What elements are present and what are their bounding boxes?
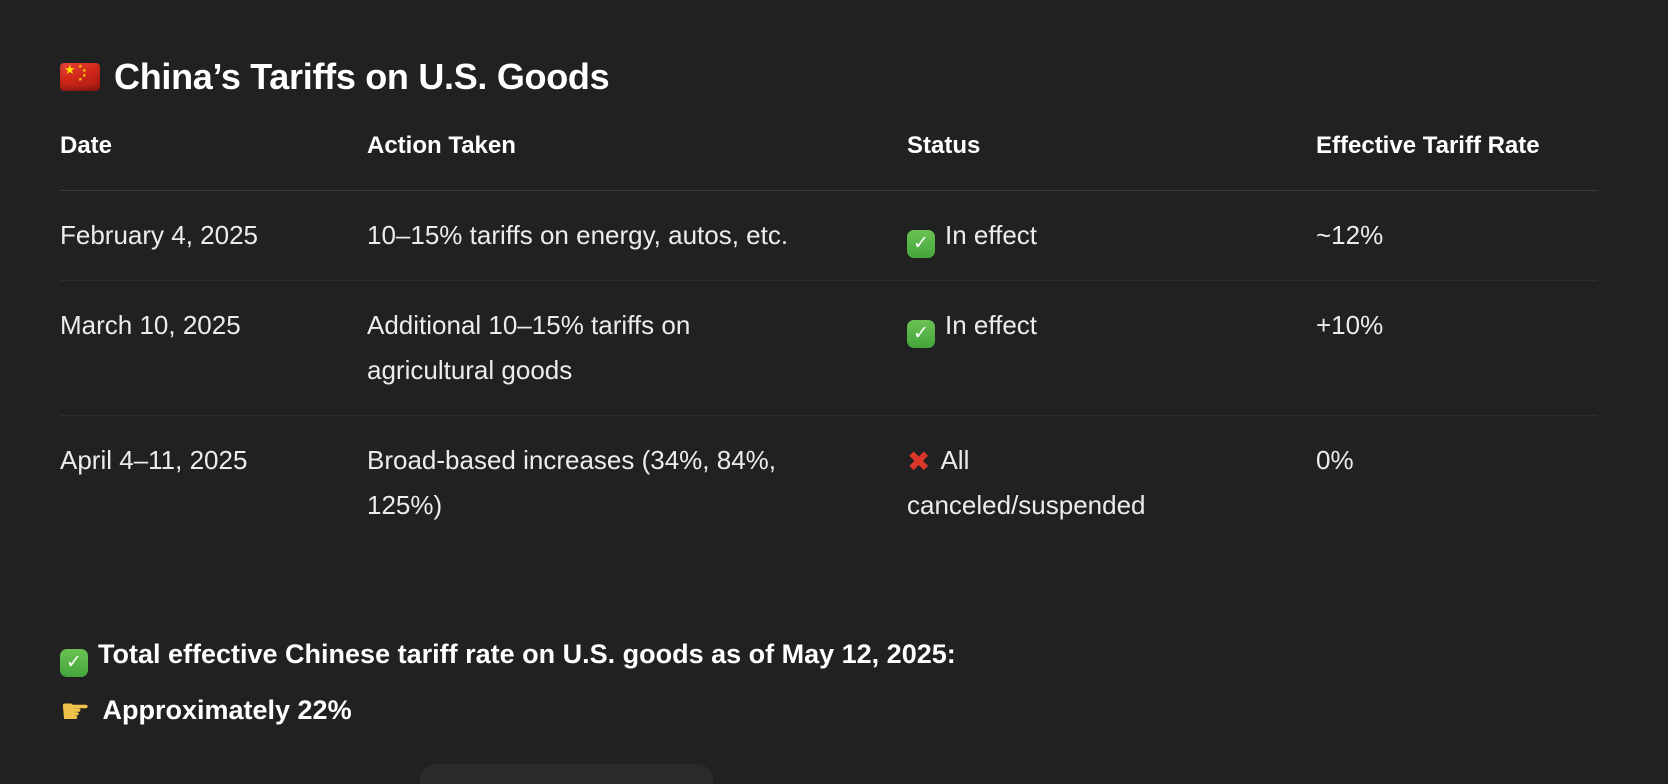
table-row: March 10, 2025 Additional 10–15% tariffs… (60, 281, 1597, 416)
check-mark-icon: ✓ (907, 319, 935, 348)
table-header-row: Date Action Taken Status Effective Tarif… (60, 98, 1597, 191)
status-text: In effect (945, 310, 1038, 340)
row-action: Broad-based increases (34%, 84%, 125%) (367, 445, 777, 520)
table-row: February 4, 2025 10–15% tariffs on energ… (60, 191, 1597, 281)
summary-line-total: ✓ Total effective Chinese tariff rate on … (60, 626, 1597, 682)
composer-fragment[interactable] (420, 764, 713, 784)
pointing-right-icon: ☛ (60, 692, 91, 732)
row-rate: +10% (1316, 310, 1384, 340)
row-date: March 10, 2025 (60, 310, 241, 340)
row-status: ✓ In effect (907, 213, 1316, 258)
china-flag-icon: ★ ★ ★ ★ ★ (60, 63, 100, 91)
header-effective-tariff-rate: Effective Tariff Rate (1316, 132, 1540, 159)
flag-star-icon: ★ (64, 63, 76, 78)
status-text: In effect (945, 220, 1038, 250)
row-action: Additional 10–15% tariffs on agricultura… (367, 310, 691, 385)
summary-value: Approximately 22% (102, 695, 352, 725)
flag-star-icon: ★ (82, 73, 87, 79)
summary-text: Total effective Chinese tariff rate on U… (98, 639, 956, 669)
row-action: 10–15% tariffs on energy, autos, etc. (367, 220, 789, 250)
title-row: ★ ★ ★ ★ ★ China’s Tariffs on U.S. Goods (60, 56, 1597, 98)
check-mark-icon: ✓ (907, 229, 935, 258)
flag-star-icon: ★ (78, 77, 83, 83)
flag-star-icon: ★ (78, 64, 83, 70)
summary-line-rate: ☛ Approximately 22% (60, 682, 1597, 738)
check-mark-icon: ✓ (60, 648, 88, 677)
tariff-table: Date Action Taken Status Effective Tarif… (60, 98, 1597, 550)
row-status: ✖ All canceled/suspended (907, 438, 1316, 528)
row-status: ✓ In effect (907, 303, 1316, 393)
header-date: Date (60, 132, 113, 159)
row-rate: ~12% (1316, 220, 1384, 250)
header-status: Status (907, 132, 981, 159)
header-action-taken: Action Taken (367, 132, 516, 159)
message-content: ★ ★ ★ ★ ★ China’s Tariffs on U.S. Goods … (60, 0, 1597, 738)
cross-mark-icon: ✖ (907, 445, 931, 478)
row-rate: 0% (1316, 445, 1354, 475)
summary-block: ✓ Total effective Chinese tariff rate on … (60, 626, 1597, 738)
row-date: February 4, 2025 (60, 220, 259, 250)
status-text: All canceled/suspended (907, 445, 1146, 520)
page-title: China’s Tariffs on U.S. Goods (114, 56, 610, 97)
flag-star-icon: ★ (82, 68, 87, 74)
row-date: April 4–11, 2025 (60, 445, 248, 475)
table-row: April 4–11, 2025 Broad-based increases (… (60, 416, 1597, 550)
